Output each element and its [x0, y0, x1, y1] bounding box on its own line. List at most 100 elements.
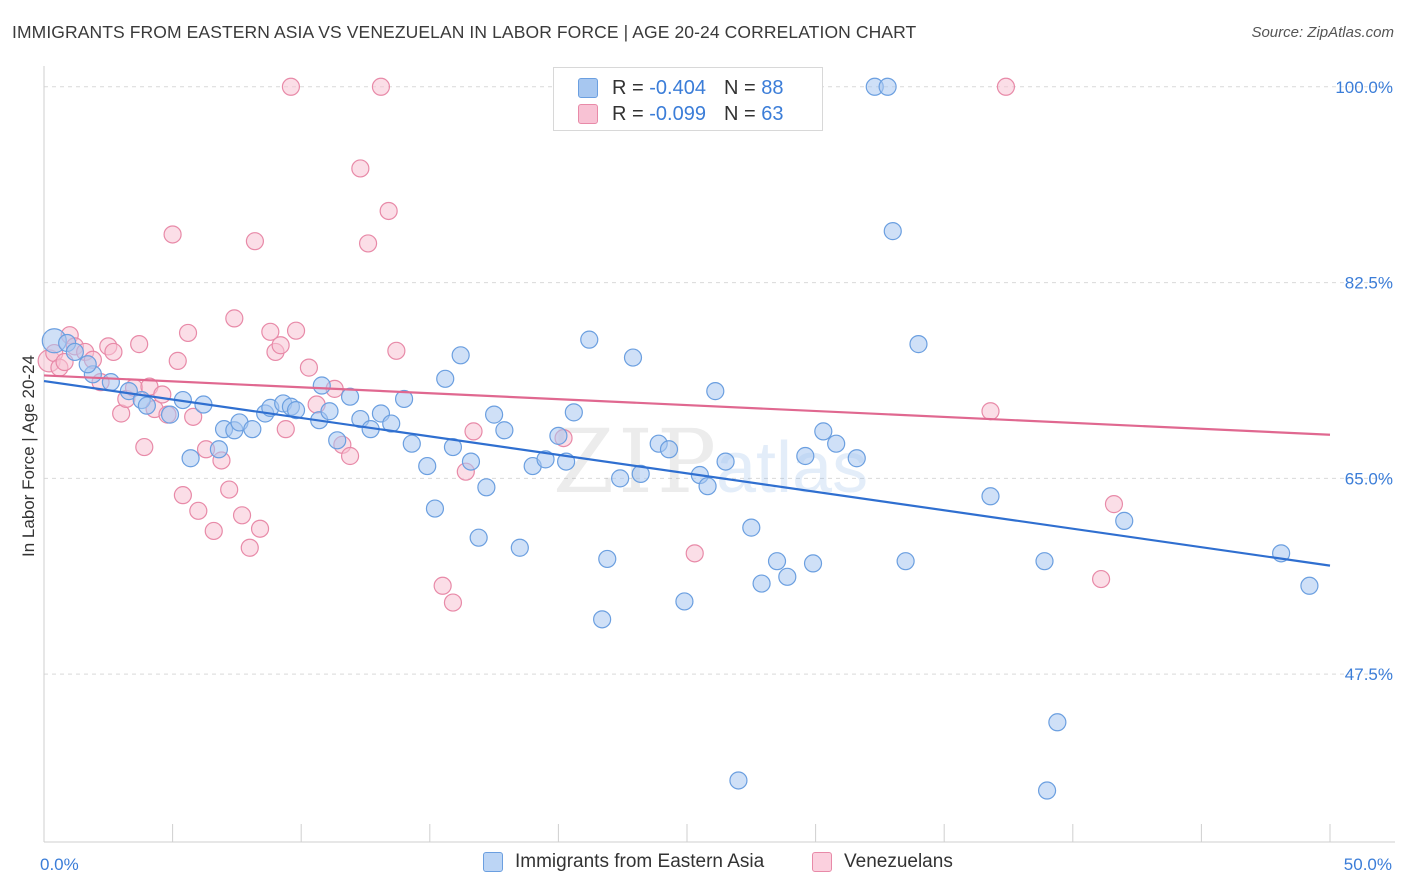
data-point: [896, 552, 915, 571]
data-point: [443, 593, 463, 612]
data-point: [981, 402, 1000, 421]
data-point: [611, 469, 630, 488]
series-legend-label: Venezuelans: [844, 851, 953, 872]
data-point: [803, 554, 823, 573]
legend-swatch-eastern-asia: [578, 78, 598, 98]
data-point: [78, 355, 97, 374]
data-point: [204, 521, 223, 541]
data-point: [351, 159, 370, 178]
series-legend-eastern-asia[interactable]: Immigrants from Eastern Asia: [483, 851, 764, 873]
series-legend-venezuelans[interactable]: Venezuelans: [812, 851, 953, 873]
legend-row-venezuelans: R = -0.099 N = 63: [578, 102, 783, 126]
y-axis-label: In Labor Force | Age 20-24: [19, 355, 38, 557]
series-legend: Immigrants from Eastern Asia Venezuelans: [0, 851, 1406, 877]
data-point: [173, 486, 192, 505]
watermark-zip: ZIP: [553, 410, 720, 513]
data-point: [536, 450, 555, 469]
data-point: [225, 309, 244, 328]
legend-r-value: -0.099: [649, 102, 706, 125]
chart-source: Source: ZipAtlas.com: [1251, 24, 1394, 41]
data-point: [65, 342, 84, 362]
data-point: [464, 422, 483, 441]
data-point: [299, 358, 319, 377]
trend-lines: [43, 374, 1331, 567]
legend-n-value: 88: [761, 76, 784, 99]
chart-title: IMMIGRANTS FROM EASTERN ASIA VS VENEZUEL…: [12, 22, 917, 42]
data-point: [402, 434, 421, 453]
data-point: [675, 592, 694, 611]
data-point: [659, 440, 679, 459]
data-point: [549, 426, 568, 445]
data-points: [37, 77, 1319, 800]
data-point: [328, 431, 347, 450]
legend-r-label: R =: [612, 76, 644, 99]
data-point: [160, 405, 180, 424]
data-point: [189, 501, 208, 520]
series-legend-label: Immigrants from Eastern Asia: [515, 851, 765, 872]
series-swatch-venezuelans: [812, 852, 832, 872]
data-point: [1037, 781, 1057, 800]
data-point: [443, 437, 463, 457]
data-point: [320, 402, 339, 421]
data-point: [382, 414, 401, 433]
data-point: [598, 549, 617, 569]
data-point: [340, 446, 360, 466]
data-point: [181, 449, 200, 468]
data-point: [1091, 569, 1111, 589]
data-point: [996, 77, 1016, 96]
legend-r-value: -0.404: [649, 76, 706, 99]
legend-row-eastern-asia: R = -0.404 N = 88: [578, 76, 783, 100]
trend-line: [43, 379, 1331, 567]
data-point: [1048, 713, 1067, 732]
stats-legend: R = -0.404 N = 88 R = -0.099 N = 63: [553, 67, 823, 131]
y-tick-label: 100.0%: [1335, 78, 1393, 97]
data-point: [286, 401, 306, 420]
data-point: [477, 478, 496, 497]
data-point: [281, 77, 301, 96]
legend-r-label: R =: [612, 102, 644, 125]
data-point: [706, 382, 725, 401]
data-point: [163, 225, 182, 244]
grid-lines: [44, 86, 1395, 675]
data-point: [685, 544, 704, 563]
data-point: [1104, 495, 1124, 514]
data-point: [312, 376, 331, 395]
legend-n-label: N =: [723, 76, 756, 99]
data-point: [135, 437, 154, 457]
data-point: [101, 373, 120, 392]
data-point: [261, 322, 280, 341]
data-point: [137, 396, 156, 415]
data-point: [1300, 576, 1319, 595]
data-point: [245, 232, 265, 251]
data-point: [433, 576, 452, 595]
data-point: [184, 407, 203, 426]
y-tick-label: 82.5%: [1345, 274, 1393, 293]
data-point: [153, 385, 172, 404]
data-point: [510, 538, 529, 557]
data-point: [847, 449, 866, 468]
data-point: [130, 335, 149, 354]
legend-swatch-venezuelans: [578, 104, 598, 124]
data-point: [243, 420, 262, 439]
data-point: [593, 610, 612, 629]
data-point: [778, 567, 797, 586]
data-point: [250, 519, 270, 538]
data-point: [623, 348, 643, 367]
x-tick-label: 50.0%: [1344, 855, 1392, 874]
data-point: [814, 422, 833, 441]
data-point: [767, 552, 787, 571]
y-tick-label: 47.5%: [1345, 665, 1393, 684]
data-point: [631, 464, 650, 484]
data-point: [878, 77, 897, 96]
data-point: [752, 574, 771, 593]
data-point: [209, 440, 228, 459]
data-point: [418, 456, 437, 476]
data-point: [232, 506, 252, 525]
data-point: [1115, 511, 1134, 530]
data-point: [981, 487, 1000, 506]
data-point: [286, 321, 306, 340]
data-point: [371, 77, 391, 96]
y-tick-label: 65.0%: [1345, 469, 1393, 488]
data-point: [485, 405, 504, 424]
